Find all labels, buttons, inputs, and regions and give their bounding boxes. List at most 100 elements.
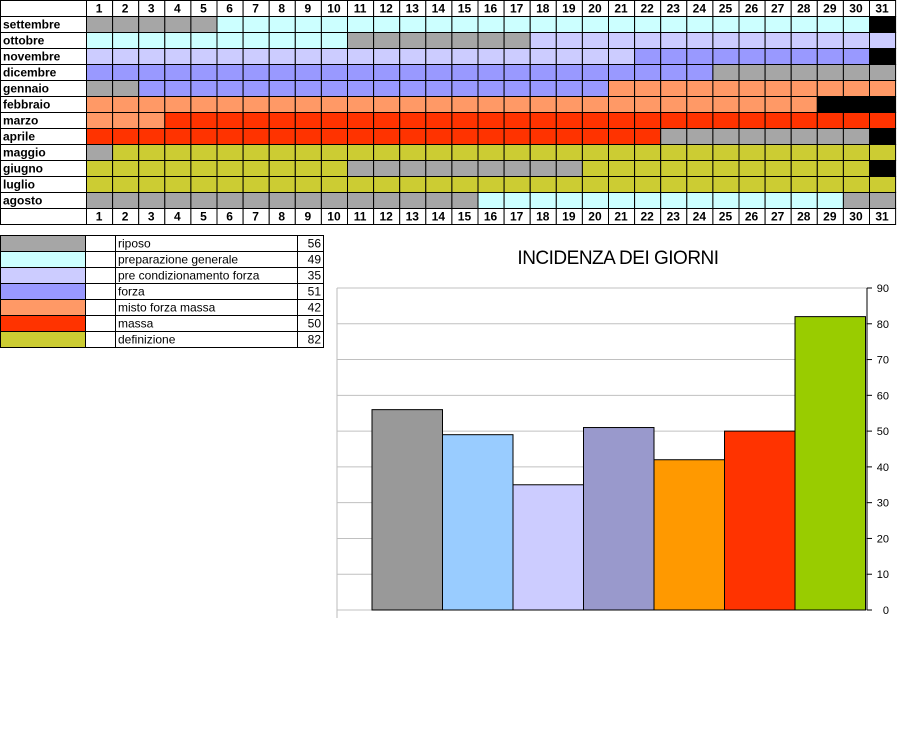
day-header-label: 16: [484, 2, 498, 16]
day-cell: [138, 112, 166, 129]
day-cell: [634, 176, 662, 193]
day-cell: [529, 160, 557, 177]
day-cell: [842, 112, 871, 129]
day-cell: [634, 80, 662, 97]
day-cell: [112, 176, 140, 193]
day-cell: [373, 160, 401, 177]
day-cell: [242, 80, 270, 97]
day-cell: [790, 32, 818, 49]
day-cell: [399, 144, 427, 161]
day-cell: [529, 96, 557, 113]
day-cell: [320, 16, 348, 33]
day-cell: [529, 144, 557, 161]
y-tick-label: 30: [877, 498, 889, 510]
day-cell: [294, 96, 322, 113]
legend-label: preparazione generale: [118, 253, 238, 267]
day-footer-label: 30: [849, 210, 863, 224]
day-cell: [86, 192, 114, 209]
day-cell: [686, 16, 714, 33]
day-cell: [764, 112, 792, 129]
day-cell: [347, 112, 375, 129]
day-cell: [764, 144, 792, 161]
day-cell: [320, 48, 348, 65]
day-cell: [294, 160, 322, 177]
day-cell: [634, 160, 662, 177]
day-cell: [164, 192, 192, 209]
day-cell: [503, 176, 531, 193]
day-cell: [86, 48, 114, 65]
legend-spacer-cell: [85, 331, 116, 348]
day-header-label: 13: [406, 2, 420, 16]
day-cell: [320, 80, 348, 97]
day-cell: [190, 144, 218, 161]
day-cell: [529, 80, 557, 97]
day-footer-label: 28: [797, 210, 811, 224]
legend-label: pre condizionamento forza: [118, 269, 260, 283]
day-cell: [373, 48, 401, 65]
day-cell: [503, 144, 531, 161]
day-header-label: 2: [122, 2, 129, 16]
day-cell: [190, 160, 218, 177]
day-cell: [451, 112, 479, 129]
day-cell: [242, 16, 270, 33]
day-cell: [555, 160, 583, 177]
day-cell: [373, 112, 401, 129]
day-cell: [764, 160, 792, 177]
day-cell: [634, 48, 662, 65]
day-cell: [294, 144, 322, 161]
legend-spacer-cell: [85, 267, 116, 284]
day-cell: [373, 176, 401, 193]
day-cell: [373, 32, 401, 49]
day-cell: [164, 176, 192, 193]
day-cell: [216, 96, 244, 113]
day-cell: [529, 176, 557, 193]
day-cell: [529, 16, 557, 33]
legend-spacer-cell: [85, 283, 116, 300]
day-cell: [529, 32, 557, 49]
day-cell: [164, 112, 192, 129]
day-cell: [164, 160, 192, 177]
day-cell: [581, 32, 610, 49]
day-footer-label: 1: [96, 210, 103, 224]
day-cell: [347, 96, 375, 113]
day-cell: [425, 48, 453, 65]
day-cell: [425, 16, 453, 33]
day-cell: [816, 192, 844, 209]
day-cell: [268, 16, 296, 33]
day-cell: [660, 192, 688, 209]
day-cell: [451, 96, 479, 113]
day-cell: [399, 16, 427, 33]
day-cell: [764, 32, 792, 49]
day-cell: [164, 80, 192, 97]
day-cell: [764, 16, 792, 33]
legend-spacer-cell: [85, 251, 116, 268]
month-label: luglio: [3, 178, 35, 192]
day-cell: [842, 96, 871, 113]
day-footer-label: 8: [278, 210, 285, 224]
day-cell: [503, 64, 531, 81]
day-cell: [399, 80, 427, 97]
day-cell: [608, 48, 636, 65]
day-cell: [399, 160, 427, 177]
day-footer-label: 25: [719, 210, 733, 224]
day-header-label: 10: [327, 2, 341, 16]
day-cell: [86, 32, 114, 49]
day-cell: [190, 96, 218, 113]
legend-count: 51: [308, 285, 322, 299]
day-cell: [608, 128, 636, 145]
legend-swatch: [0, 283, 86, 300]
day-cell: [164, 64, 192, 81]
legend-swatch: [0, 299, 86, 316]
day-cell: [268, 192, 296, 209]
legend-count: 49: [308, 253, 322, 267]
legend-label: definizione: [118, 333, 176, 347]
day-cell: [790, 64, 818, 81]
day-cell: [712, 16, 740, 33]
day-cell: [86, 64, 114, 81]
day-cell: [451, 192, 479, 209]
day-cell: [112, 160, 140, 177]
day-footer-label: 2: [122, 210, 129, 224]
day-cell: [294, 64, 322, 81]
day-cell: [842, 64, 871, 81]
day-cell: [320, 112, 348, 129]
